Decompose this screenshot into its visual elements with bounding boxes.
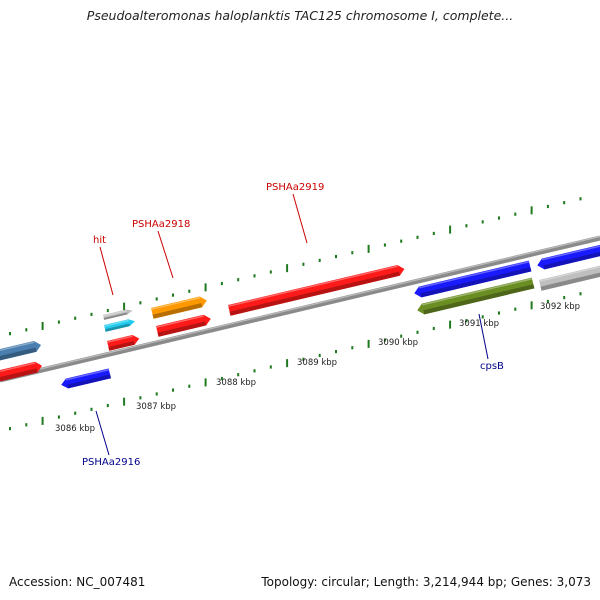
gene-arrow-shine: [104, 319, 129, 327]
gene-arrow-shadow: [0, 368, 38, 382]
gene-arrow-shine: [539, 265, 600, 282]
ruler-kbp-label: 3087 kbp: [136, 402, 176, 412]
gene-arrow-shine: [151, 296, 201, 310]
gene-arrow-shine: [421, 278, 533, 306]
backbone-group: [0, 235, 600, 383]
gene-arrow[interactable]: [104, 318, 136, 332]
gene-label-leader: [292, 193, 308, 244]
ruler-kbp-label: 3089 kbp: [297, 358, 337, 368]
ruler-kbp-label: 3092 kbp: [540, 302, 580, 312]
gene-arrow[interactable]: [103, 308, 133, 320]
ruler-kbp-label: 3091 kbp: [459, 319, 499, 329]
gene-arrow-shadow: [67, 374, 111, 389]
gene-label-leader: [478, 313, 489, 360]
genome-summary: Topology: circular; Length: 3,214,944 bp…: [261, 575, 591, 589]
gene-label: hit: [93, 235, 106, 246]
map-title: Pseudoalteromonas haloplanktis TAC125 ch…: [86, 8, 514, 23]
ruler-kbp-label: 3090 kbp: [378, 338, 418, 348]
backbone-highlight: [0, 235, 600, 380]
gene-label: PSHAa2919: [266, 182, 324, 193]
accession-label: Accession: NC_007481: [9, 575, 146, 589]
gene-arrow-shadow: [152, 303, 203, 319]
gene-arrow[interactable]: [413, 260, 532, 299]
gene-arrow[interactable]: [416, 277, 535, 316]
backbone-line: [0, 235, 600, 383]
gene-layer: [0, 243, 600, 389]
gene-label: PSHAa2916: [82, 457, 140, 468]
ruler-kbp-label: 3086 kbp: [55, 424, 95, 434]
gene-arrow[interactable]: [151, 295, 208, 319]
gene-arrow-shadow: [540, 271, 600, 291]
gene-label: PSHAa2918: [132, 219, 190, 230]
gene-arrow[interactable]: [536, 243, 600, 271]
gene-arrow-shadow: [103, 312, 128, 320]
gene-arrow-shine: [541, 244, 600, 261]
gene-arrow[interactable]: [0, 340, 42, 361]
gene-label-leader: [95, 410, 110, 456]
gene-arrow[interactable]: [228, 264, 406, 316]
gene-arrow-shine: [228, 265, 398, 307]
gene-label-leader: [157, 230, 174, 279]
label-layer: PSHAa2916 hit PSHAa2918 PSHAa2919 cpsB 3086 k…: [55, 182, 580, 468]
gene-arrow-shine: [0, 341, 35, 352]
gene-arrow[interactable]: [156, 313, 212, 337]
gene-arrow[interactable]: [60, 368, 111, 389]
gene-arrow-shine: [418, 261, 530, 289]
gene-arrow[interactable]: [539, 264, 600, 291]
gene-arrow-shadow: [423, 284, 535, 315]
tick-layer: [9, 197, 582, 431]
gene-arrow-shine: [0, 362, 36, 373]
gene-arrow-shine: [65, 368, 110, 381]
gene-arrow-shine: [103, 309, 127, 317]
gene-arrow[interactable]: [0, 360, 43, 382]
gene-arrow-shine: [156, 315, 205, 328]
ruler-kbp-label: 3088 kbp: [216, 378, 256, 388]
gene-arrow-shadow: [104, 323, 130, 332]
gene-arrow-shadow: [543, 250, 600, 270]
gene-arrow-shadow: [157, 321, 207, 337]
gene-arrow-shadow: [229, 271, 400, 316]
gene-arrow[interactable]: [107, 334, 140, 351]
gene-arrow-shine: [107, 335, 133, 343]
gene-arrow-shadow: [420, 267, 532, 298]
gene-label-leader: [99, 246, 114, 296]
gene-arrow-shadow: [0, 347, 37, 361]
gene-arrow-shadow: [108, 341, 135, 351]
gene-label: cpsB: [480, 361, 504, 372]
